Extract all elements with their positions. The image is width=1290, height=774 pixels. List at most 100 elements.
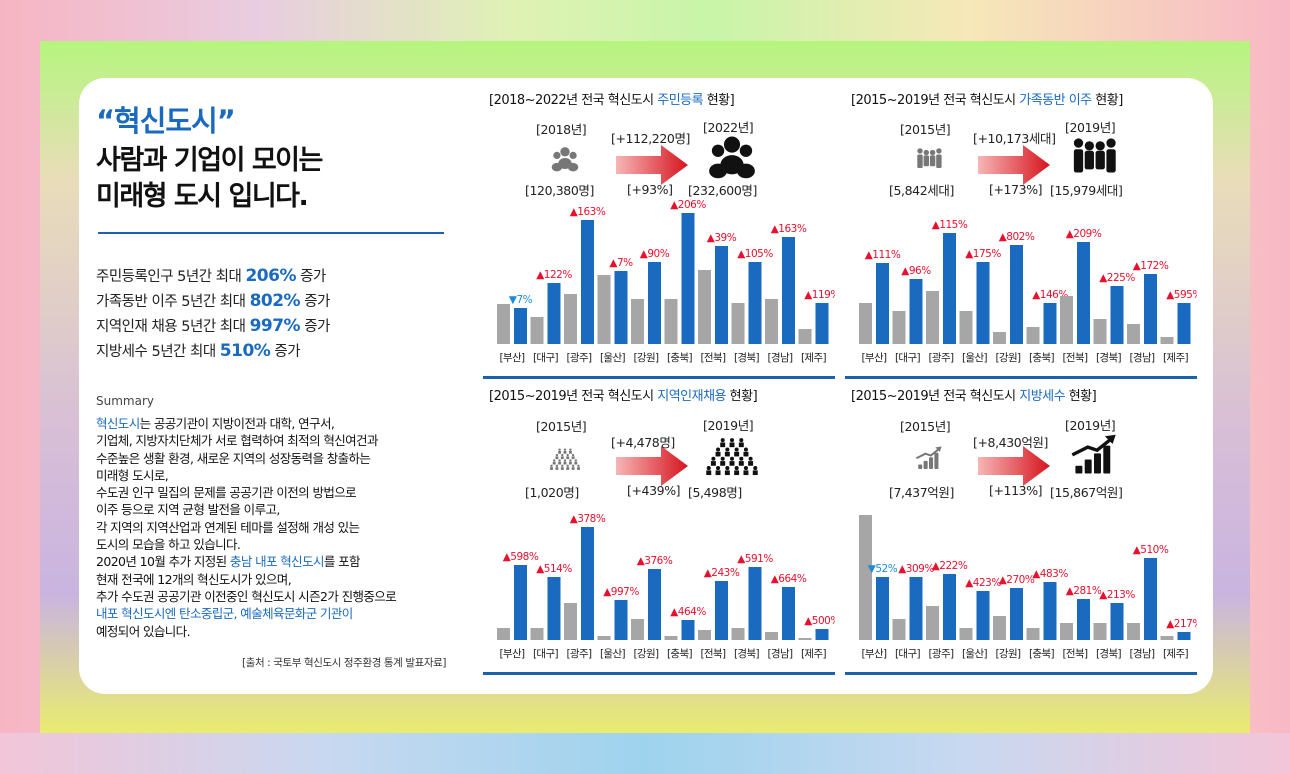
from-value-label: [5,842세대]: [889, 183, 954, 198]
bar-current: [748, 567, 762, 640]
category-label: [강원]: [995, 352, 1021, 364]
bar-chart: ▼52% [부산] ▲309% [대구] ▲222% [광주] ▲423% [울산] ▲270%…: [859, 434, 1197, 660]
bar-current: [614, 271, 628, 344]
bar-current: [976, 262, 990, 344]
panel-title-text: [2015~2019년 전국 혁신도시: [851, 93, 1020, 108]
bar-previous: [1093, 623, 1107, 640]
category-label: [충북]: [667, 352, 693, 364]
change-label: ▲96%: [901, 265, 931, 277]
category-label: [강원]: [633, 352, 659, 364]
bar-previous: [1160, 636, 1174, 640]
bar-current: [648, 262, 661, 344]
category-label: [부산]: [861, 352, 887, 364]
category-label: [경남]: [1129, 351, 1155, 364]
category-label: [경북]: [1096, 351, 1122, 364]
category-label: [대구]: [533, 648, 559, 660]
category-label: [울산]: [600, 648, 626, 660]
bar-current: [909, 577, 923, 640]
bar-previous: [731, 303, 745, 344]
to-value-label: [232,600명]: [688, 183, 757, 198]
panel-title-text: [2015~2019년 전국 혁신도시: [489, 389, 658, 404]
change-label: ▲115%: [932, 219, 968, 231]
change-label: ▲122%: [536, 269, 572, 281]
stat-item: 지역인재 채용 5년간 최대 997% 증가: [96, 316, 330, 336]
panel-title-highlight: 가족동반 이주: [1019, 93, 1092, 108]
change-label: ▲500%: [804, 615, 835, 627]
bar-current: [1077, 242, 1090, 344]
summary-line: 추가 수도권 공공기관 이전중인 혁신도시 시즌2가 진행중으로: [96, 588, 481, 605]
delta-pct-label: [+93%]: [627, 182, 673, 197]
bar-current: [909, 279, 923, 344]
bar-previous: [859, 515, 872, 640]
category-label: [충북]: [1029, 648, 1055, 660]
change-label: ▲146%: [1032, 289, 1068, 301]
bar-current: [876, 263, 889, 344]
summary-highlight: 내포 혁신도시엔 탄소중립군, 예술체육문화군 기관이: [96, 606, 353, 622]
change-label: ▲464%: [670, 606, 706, 618]
to-year-label: [2022년]: [703, 120, 754, 135]
change-label: ▲90%: [640, 248, 670, 260]
divider: [98, 232, 444, 234]
bar-previous: [1127, 623, 1140, 640]
from-year-label: [2015년]: [900, 122, 951, 137]
growth-chart-icon: [1071, 434, 1116, 474]
bar-current: [581, 220, 594, 344]
category-label: [충북]: [1029, 352, 1055, 364]
delta-label: [+112,220명]: [611, 131, 691, 146]
change-label: ▲172%: [1133, 260, 1169, 272]
bar-chart: ▲111% [부산] ▲96% [대구] ▲115% [광주] ▲175% [울산] ▲802%…: [859, 138, 1197, 364]
from-year-label: [2018년]: [536, 122, 587, 137]
category-label: [전북]: [700, 648, 726, 660]
bar-current: [1110, 603, 1124, 640]
change-label: ▲163%: [771, 223, 807, 235]
bar-previous: [530, 317, 544, 344]
category-label: [경남]: [767, 351, 793, 364]
increase-arrow: [978, 446, 1050, 486]
bar-previous: [631, 299, 644, 344]
change-label: ▲209%: [1066, 228, 1102, 240]
summary-text: 현재 전국에 12개의 혁신도시가 있으며,: [96, 571, 292, 587]
bar-current: [815, 629, 829, 640]
stats-list: 주민등록인구 5년간 최대 206% 증가 가족동반 이주 5년간 최대 802…: [96, 264, 330, 364]
category-label: [대구]: [895, 352, 921, 364]
from-value-label: [120,380명]: [525, 183, 594, 198]
to-value-label: [5,498명]: [688, 485, 742, 500]
panel-title-text: 현황]: [1091, 93, 1123, 108]
change-label: ▲281%: [1066, 585, 1102, 597]
stat-item: 지방세수 5년간 최대 510% 증가: [96, 341, 301, 361]
change-label: ▲111%: [865, 249, 901, 261]
summary-text: 수도권 인구 밀집의 문제를 공공기관 이전의 방법으로: [96, 485, 357, 501]
panel-underline: [845, 672, 1197, 675]
summary-line: 수준높은 생활 환경, 새로운 지역의 성장동력을 창출하는: [96, 450, 481, 467]
bar-previous: [698, 630, 711, 640]
panel-title: [2015~2019년 전국 혁신도시 가족동반 이주 현황]: [851, 89, 1123, 108]
summary-text: 를 포함: [323, 554, 361, 570]
panel-title: [2015~2019년 전국 혁신도시 지방세수 현황]: [851, 385, 1097, 404]
bar-previous: [926, 606, 939, 640]
bar-previous: [530, 628, 544, 640]
bar-current: [1043, 582, 1057, 640]
bar-current: [514, 565, 527, 640]
bar-current: [1177, 632, 1191, 640]
category-label: [제주]: [1163, 648, 1189, 660]
summary-text: 도시의 모습을 하고 있습니다.: [96, 537, 241, 553]
summary-body: 혁신도시는 공공기관이 지방이전과 대학, 연구서, 기업체, 지방자치단체가 서…: [96, 415, 481, 640]
category-label: [전북]: [700, 352, 726, 364]
panel-underline: [483, 376, 835, 379]
summary-text: 미래형 도시로,: [96, 467, 169, 483]
crowd-icon: [550, 448, 580, 470]
summary-line: 2020년 10월 추가 지정된 충남 내포 혁신도시를 포함: [96, 553, 481, 570]
bar-previous: [1060, 296, 1073, 344]
chart-panel-resident-registration: [2018~2022년 전국 혁신도시 주민등록 현황] ▼7% [부산] ▲122%…: [483, 89, 835, 379]
category-label: [광주]: [566, 648, 592, 660]
bar-current: [1010, 588, 1023, 640]
summary-line: 수도권 인구 밀집의 문제를 공공기관 이전의 방법으로: [96, 484, 481, 501]
bar-current: [547, 577, 561, 640]
bar-previous: [959, 628, 973, 640]
summary-highlight: 충남 내포 혁신도시: [229, 554, 325, 570]
bar-chart: ▼7% [부산] ▲122% [대구] ▲163% [광주] ▲7% [울산] ▲90% [강원]…: [497, 136, 835, 364]
bar-current: [514, 308, 527, 344]
change-label: ▲598%: [503, 551, 539, 563]
increase-arrow: [978, 145, 1050, 185]
bar-current: [943, 233, 956, 344]
